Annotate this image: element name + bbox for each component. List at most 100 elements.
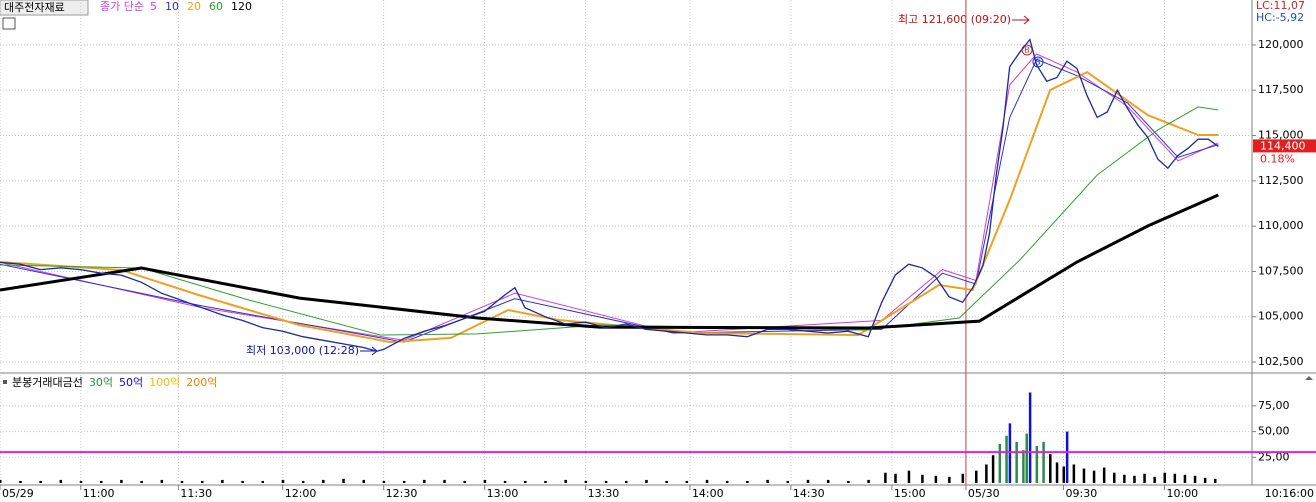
legend-item: 30억	[89, 376, 113, 389]
volume-bar	[665, 480, 668, 483]
price-line	[0, 38, 1219, 352]
stock-name-box[interactable]	[0, 0, 89, 16]
volume-bar	[99, 480, 103, 483]
legend-prefix: 종가 단순	[100, 0, 144, 13]
volume-bar	[934, 475, 938, 483]
volume-bar	[1008, 423, 1012, 483]
volume-bar	[584, 480, 588, 483]
change-label: 0.18%	[1260, 152, 1295, 165]
volume-bar	[322, 479, 325, 483]
legend-swatch	[3, 380, 7, 384]
volume-bar	[1022, 450, 1025, 483]
y-tick-label: 75,00	[1258, 399, 1290, 412]
legend-item: 10	[165, 0, 179, 13]
price-tag-label: 114,400	[1260, 139, 1306, 152]
x-tick-label: 14:00	[692, 487, 724, 500]
volume-bar	[867, 479, 870, 483]
legend-prefix: 분봉거래대금선	[12, 376, 83, 389]
volume-bar	[423, 479, 426, 483]
legend-item: 60	[209, 0, 223, 13]
volume-bar	[1183, 474, 1187, 483]
volume-bar	[1049, 454, 1052, 483]
sell-label: S	[1035, 58, 1040, 67]
volume-bar	[786, 480, 790, 483]
y-tick-label: 50,00	[1258, 425, 1290, 438]
volume-bar	[281, 479, 285, 483]
stock-name: 대주전자재료	[4, 1, 65, 14]
volume-bar	[140, 480, 143, 483]
volume-bar	[382, 480, 386, 483]
volume-bar	[1113, 472, 1116, 483]
x-tick-label: 09:30	[1066, 487, 1098, 500]
x-tick-label: 12:30	[386, 487, 418, 500]
legend-item: 200억	[186, 376, 217, 389]
panel-toggle[interactable]	[1305, 376, 1313, 380]
volume-bar	[961, 473, 965, 483]
volume-bar	[503, 480, 507, 483]
volume-bar	[221, 479, 224, 483]
y-tick-label: 112,500	[1258, 174, 1304, 187]
y-tick-label: 117,500	[1258, 83, 1304, 96]
volume-bar	[766, 479, 769, 483]
volume-bar	[0, 479, 2, 483]
volume-bar	[1203, 477, 1207, 483]
volume-bar	[907, 470, 911, 483]
volume-bar	[1025, 433, 1029, 483]
legend-item: 120	[231, 0, 252, 13]
x-tick-label: 05/29	[2, 487, 34, 500]
legend-item: 5	[150, 0, 157, 13]
moving-average	[0, 106, 1219, 336]
volume-bar	[241, 480, 244, 483]
buy-label: B	[1024, 46, 1030, 55]
volume-bar	[443, 479, 446, 483]
high-arrow	[1012, 15, 1030, 25]
volume-bar	[985, 464, 988, 483]
x-tick-label: 11:30	[180, 487, 212, 500]
volume-bar	[463, 480, 466, 483]
volume-bar	[301, 480, 305, 483]
volume-bar	[1092, 470, 1096, 483]
volume-bar	[1035, 445, 1039, 483]
current-time: 10:16:00	[1265, 487, 1314, 500]
volume-bar	[921, 474, 924, 483]
y-tick-label: 25,00	[1258, 450, 1290, 463]
volume-bar	[1072, 464, 1076, 483]
volume-bar	[1082, 468, 1086, 483]
volume-bar	[705, 479, 709, 483]
high-note: 최고 121,600 (09:20)	[898, 13, 1011, 26]
volume-bar	[79, 480, 83, 483]
moving-average	[0, 193, 1219, 330]
moving-average	[0, 70, 1219, 344]
table-icon[interactable]	[2, 17, 16, 30]
y-tick-label: 107,500	[1258, 264, 1304, 277]
volume-bar	[1133, 475, 1136, 483]
volume-bar	[685, 480, 689, 483]
y-tick-label: 110,000	[1258, 219, 1304, 232]
volume-bar	[544, 480, 547, 483]
x-tick-label: 13:00	[487, 487, 519, 500]
volume-bar	[160, 479, 164, 483]
lc-label: LC:11,07	[1256, 0, 1305, 12]
volume-bar	[1005, 435, 1008, 483]
volume-bar	[200, 480, 204, 483]
volume-bar	[1123, 474, 1126, 483]
volume-bar	[645, 479, 648, 483]
volume-bar	[806, 479, 810, 483]
volume-bar	[19, 480, 22, 483]
volume-bar	[1193, 475, 1197, 483]
volume-bar	[180, 480, 184, 483]
volume-bar	[39, 480, 42, 483]
volume-bar	[402, 480, 406, 483]
x-tick-label: 10:00	[1166, 487, 1198, 500]
low-note: 최저 103,000 (12:28)	[246, 344, 359, 357]
volume-bar	[1173, 473, 1177, 483]
volume-bar	[261, 480, 265, 483]
volume-bar	[604, 480, 608, 483]
volume-bar	[1055, 462, 1059, 483]
volume-bar	[847, 480, 850, 483]
volume-bar	[625, 480, 628, 483]
x-tick-label: 14:30	[793, 487, 825, 500]
volume-bar	[1153, 476, 1156, 483]
